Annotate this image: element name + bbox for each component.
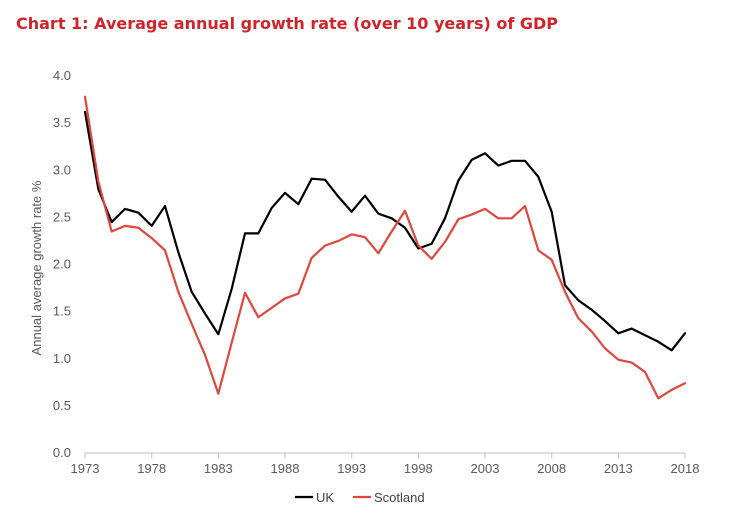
chart-title: Chart 1: Average annual growth rate (ove… <box>16 14 559 33</box>
x-tick-label: 2013 <box>604 461 633 476</box>
series-line-uk <box>83 110 687 352</box>
y-tick-label: 3.5 <box>53 115 71 130</box>
x-tick-label: 2018 <box>671 461 700 476</box>
x-tick-labels: 1973 1978 1983 1988 1993 1998 2003 2008 2013 2018 <box>71 461 700 476</box>
x-tick-label: 1973 <box>71 461 100 476</box>
y-tick-labels: 0.0 0.5 1.0 1.5 2.0 2.5 3.0 3.5 4.0 <box>53 68 71 460</box>
y-tick-label: 1.0 <box>53 351 71 366</box>
x-tick-label: 1983 <box>204 461 233 476</box>
x-tick-label: 1978 <box>137 461 166 476</box>
legend: UK Scotland <box>295 490 425 505</box>
y-tick-label: 0.5 <box>53 398 71 413</box>
y-tick-label: 3.0 <box>53 162 71 177</box>
x-tick-label: 1993 <box>337 461 366 476</box>
y-tick-label: 2.0 <box>53 257 71 272</box>
y-tick-label: 0.0 <box>53 445 71 460</box>
series-line-scotland <box>83 95 687 400</box>
y-tick-label: 1.5 <box>53 304 71 319</box>
series-lines <box>83 95 687 400</box>
legend-uk-label: UK <box>316 490 334 505</box>
x-tick-label: 2008 <box>537 461 566 476</box>
y-tick-label: 4.0 <box>53 68 71 83</box>
y-axis-title: Annual average growth rate % <box>29 180 44 355</box>
y-tick-label: 2.5 <box>53 209 71 224</box>
x-tick-label: 2003 <box>471 461 500 476</box>
x-tick-label: 1988 <box>271 461 300 476</box>
legend-scotland-label: Scotland <box>374 490 425 505</box>
axes <box>84 452 686 458</box>
x-tick-label: 1998 <box>404 461 433 476</box>
y-axis-label: Annual average growth rate % <box>29 180 44 355</box>
